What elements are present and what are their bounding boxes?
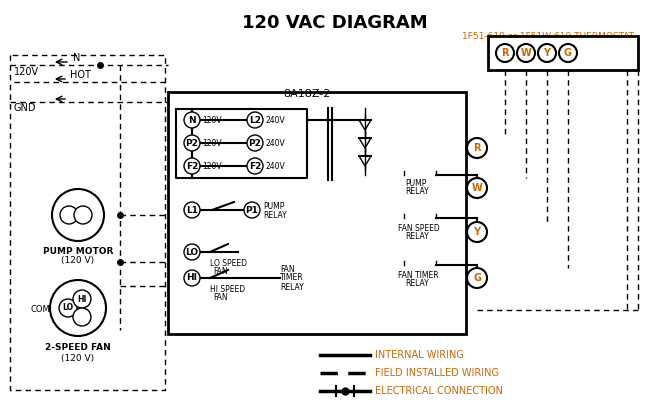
Text: HI: HI: [77, 295, 86, 303]
Text: HI SPEED: HI SPEED: [210, 285, 245, 293]
Text: F2: F2: [186, 161, 198, 171]
Circle shape: [74, 206, 92, 224]
Text: 120V: 120V: [14, 67, 39, 77]
Circle shape: [60, 206, 78, 224]
Text: 2-SPEED FAN: 2-SPEED FAN: [45, 344, 111, 352]
Text: 240V: 240V: [265, 139, 285, 147]
Circle shape: [184, 135, 200, 151]
Text: RELAY: RELAY: [263, 210, 287, 220]
Text: HOT: HOT: [70, 70, 91, 80]
Circle shape: [73, 290, 91, 308]
Text: L2: L2: [249, 116, 261, 124]
Circle shape: [247, 112, 263, 128]
Circle shape: [496, 44, 514, 62]
Circle shape: [184, 270, 200, 286]
Text: PUMP MOTOR: PUMP MOTOR: [43, 246, 113, 256]
Text: 8A18Z-2: 8A18Z-2: [283, 89, 331, 99]
Text: (120 V): (120 V): [62, 354, 94, 362]
Text: W: W: [521, 48, 531, 58]
Text: 240V: 240V: [265, 116, 285, 124]
Circle shape: [184, 158, 200, 174]
Text: 240V: 240V: [265, 161, 285, 171]
Circle shape: [52, 189, 104, 241]
Circle shape: [244, 202, 260, 218]
Text: Y: Y: [543, 48, 551, 58]
Text: PUMP: PUMP: [405, 178, 426, 187]
Text: R: R: [501, 48, 509, 58]
Text: RELAY: RELAY: [405, 232, 429, 241]
Text: N: N: [188, 116, 196, 124]
Text: G: G: [564, 48, 572, 58]
Text: L1: L1: [186, 205, 198, 215]
Circle shape: [247, 135, 263, 151]
Text: RELAY: RELAY: [280, 282, 304, 292]
Text: R: R: [473, 143, 481, 153]
Circle shape: [467, 138, 487, 158]
Text: COM: COM: [30, 305, 50, 315]
Text: 120V: 120V: [202, 139, 222, 147]
Text: P2: P2: [186, 139, 198, 147]
Text: W: W: [472, 183, 482, 193]
Text: G: G: [473, 273, 481, 283]
Text: 1F51-619 or 1F51W-619 THERMOSTAT: 1F51-619 or 1F51W-619 THERMOSTAT: [462, 32, 634, 41]
Text: P2: P2: [249, 139, 261, 147]
Text: FAN TIMER: FAN TIMER: [398, 271, 439, 279]
Circle shape: [517, 44, 535, 62]
Text: RELAY: RELAY: [405, 279, 429, 287]
Text: HI: HI: [186, 274, 198, 282]
Text: N: N: [73, 53, 80, 63]
Circle shape: [467, 178, 487, 198]
Text: P1: P1: [246, 205, 259, 215]
Bar: [168, 92, 466, 334]
Text: FAN: FAN: [280, 266, 295, 274]
Circle shape: [184, 112, 200, 128]
Circle shape: [184, 202, 200, 218]
Text: RELAY: RELAY: [405, 186, 429, 196]
Text: 120V: 120V: [202, 116, 222, 124]
Text: LO: LO: [186, 248, 198, 256]
Text: GND: GND: [14, 103, 36, 113]
Text: ELECTRICAL CONNECTION: ELECTRICAL CONNECTION: [375, 386, 503, 396]
Circle shape: [184, 244, 200, 260]
Circle shape: [50, 280, 106, 336]
Text: PUMP: PUMP: [263, 202, 284, 210]
Bar: [488, 36, 638, 70]
Text: (120 V): (120 V): [62, 256, 94, 266]
Text: Y: Y: [474, 227, 480, 237]
Text: FAN: FAN: [213, 267, 228, 277]
Text: FIELD INSTALLED WIRING: FIELD INSTALLED WIRING: [375, 368, 499, 378]
Text: LO: LO: [62, 303, 74, 313]
Circle shape: [538, 44, 556, 62]
Circle shape: [467, 268, 487, 288]
Text: TIMER: TIMER: [280, 274, 304, 282]
Circle shape: [247, 158, 263, 174]
Text: INTERNAL WIRING: INTERNAL WIRING: [375, 350, 464, 360]
Text: FAN: FAN: [213, 293, 228, 303]
Circle shape: [59, 299, 77, 317]
Text: LO SPEED: LO SPEED: [210, 259, 247, 267]
Text: FAN SPEED: FAN SPEED: [398, 223, 440, 233]
Circle shape: [73, 308, 91, 326]
Text: 120V: 120V: [202, 161, 222, 171]
Circle shape: [559, 44, 577, 62]
Text: 120 VAC DIAGRAM: 120 VAC DIAGRAM: [242, 14, 428, 32]
Text: F2: F2: [249, 161, 261, 171]
Circle shape: [467, 222, 487, 242]
